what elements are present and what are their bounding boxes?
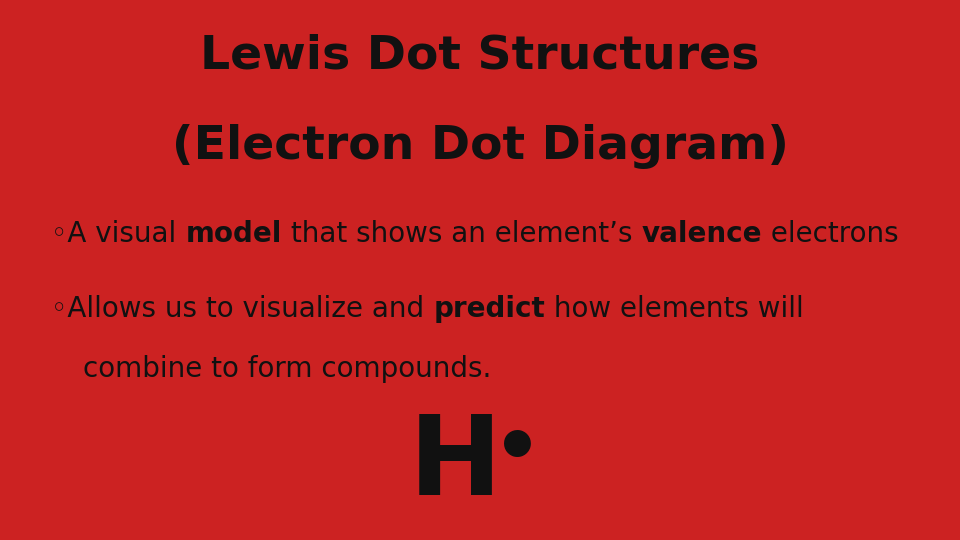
Text: combine to form compounds.: combine to form compounds. — [83, 355, 492, 383]
Text: ◦A visual: ◦A visual — [52, 220, 185, 248]
Text: •: • — [492, 414, 541, 488]
Text: how elements will: how elements will — [545, 295, 804, 323]
Text: model: model — [185, 220, 282, 248]
Text: ◦Allows us to visualize and: ◦Allows us to visualize and — [52, 295, 434, 323]
Text: electrons: electrons — [762, 220, 899, 248]
Text: (Electron Dot Diagram): (Electron Dot Diagram) — [172, 124, 788, 170]
Text: valence: valence — [641, 220, 762, 248]
Text: Lewis Dot Structures: Lewis Dot Structures — [201, 34, 759, 79]
Text: predict: predict — [434, 295, 545, 323]
Text: that shows an element’s: that shows an element’s — [282, 220, 641, 248]
Text: H: H — [409, 410, 502, 518]
